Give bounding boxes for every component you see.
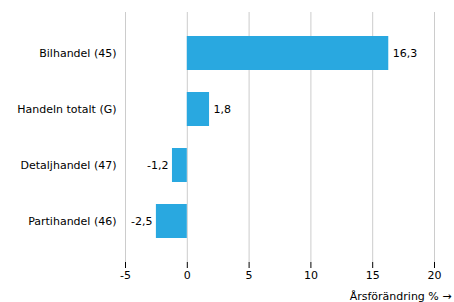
svg-text:1,8: 1,8 (214, 103, 232, 116)
svg-text:Handeln totalt (G): Handeln totalt (G) (17, 103, 116, 116)
svg-text:-1,2: -1,2 (147, 159, 168, 172)
svg-text:Årsförändring % →: Årsförändring % → (350, 290, 452, 302)
svg-text:-2,5: -2,5 (131, 215, 152, 228)
svg-text:-5: -5 (120, 269, 131, 282)
svg-text:15: 15 (366, 269, 380, 282)
svg-text:Detaljhandel (47): Detaljhandel (47) (21, 159, 117, 172)
svg-text:10: 10 (304, 269, 318, 282)
svg-text:Partihandel (46): Partihandel (46) (28, 215, 116, 228)
svg-text:20: 20 (428, 269, 442, 282)
svg-text:16,3: 16,3 (393, 47, 418, 60)
svg-text:0: 0 (184, 269, 191, 282)
svg-text:5: 5 (246, 269, 253, 282)
svg-text:Bilhandel (45): Bilhandel (45) (39, 47, 116, 60)
